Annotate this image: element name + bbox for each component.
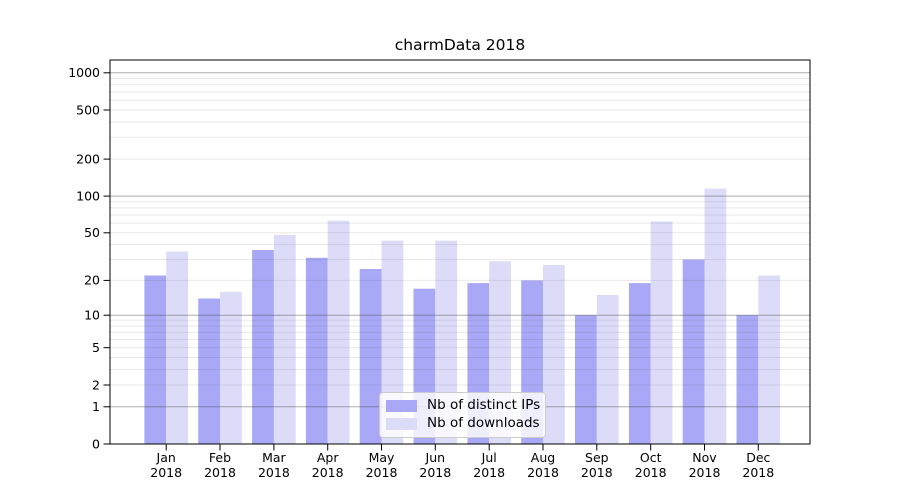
- x-tick-label-year: 2018: [581, 465, 613, 480]
- x-tick-label-year: 2018: [312, 465, 344, 480]
- y-tick-label: 50: [84, 225, 100, 240]
- legend-swatch-distinct-ips: [386, 399, 417, 413]
- y-tick-label: 5: [92, 340, 100, 355]
- legend-item-distinct-ips: Nb of distinct IPs: [386, 397, 541, 414]
- bar-downloads-jan: [166, 251, 188, 444]
- x-tick-label-month: Jun: [425, 450, 446, 465]
- bar-downloads-aug: [543, 265, 565, 444]
- y-axis: 0 1 2 5 10 20 50 100 200 500 1000: [68, 65, 110, 451]
- x-tick-label-month: Feb: [209, 450, 231, 465]
- x-tick-label-year: 2018: [150, 465, 182, 480]
- x-tick-label-year: 2018: [258, 465, 290, 480]
- x-tick-label-month: Sep: [585, 450, 609, 465]
- bar-downloads-dec: [758, 275, 781, 444]
- y-tick-label: 100: [76, 188, 100, 203]
- x-tick-label-year: 2018: [419, 465, 451, 480]
- x-tick-label-month: Jan: [156, 450, 176, 465]
- x-tick-label-year: 2018: [527, 465, 559, 480]
- bar-distinct-ips-dec: [736, 315, 759, 444]
- bar-distinct-ips-may: [359, 269, 382, 444]
- minor-gridlines: [110, 78, 810, 386]
- legend-label-downloads: Nb of downloads: [427, 415, 540, 432]
- y-tick-label: 2: [92, 377, 100, 392]
- bar-distinct-ips-sep: [575, 315, 597, 444]
- x-tick-label-year: 2018: [635, 465, 667, 480]
- x-tick-label-month: Aug: [531, 450, 555, 465]
- legend-label-distinct-ips: Nb of distinct IPs: [427, 397, 541, 414]
- x-tick-label-month: Jul: [481, 450, 497, 465]
- x-tick-label-month: May: [369, 450, 395, 465]
- y-tick-label: 200: [76, 151, 100, 166]
- x-axis: Jan2018Feb2018Mar2018Apr2018May2018Jun20…: [150, 444, 774, 480]
- x-tick-label-month: Mar: [262, 450, 286, 465]
- bar-downloads-apr: [327, 220, 350, 444]
- bar-downloads-feb: [220, 291, 242, 444]
- legend: Nb of distinct IPs Nb of downloads: [379, 392, 546, 438]
- x-tick-label-year: 2018: [204, 465, 236, 480]
- x-tick-label-year: 2018: [473, 465, 505, 480]
- legend-swatch-downloads: [386, 417, 417, 431]
- y-tick-label: 1: [92, 399, 100, 414]
- x-tick-label-year: 2018: [742, 465, 774, 480]
- plot-border: [109, 59, 811, 445]
- y-tick-label: 10: [84, 308, 100, 323]
- y-tick-label: 500: [76, 102, 100, 117]
- x-tick-label-month: Oct: [640, 450, 662, 465]
- chart-title: charmData 2018: [394, 36, 526, 54]
- bar-distinct-ips-mar: [252, 250, 274, 444]
- y-tick-label: 1000: [68, 65, 100, 80]
- bar-distinct-ips-feb: [198, 298, 220, 444]
- bar-distinct-ips-apr: [305, 257, 328, 444]
- x-tick-label-month: Dec: [746, 450, 770, 465]
- bar-downloads-mar: [273, 234, 296, 444]
- bar-downloads-oct: [650, 221, 673, 444]
- bar-distinct-ips-oct: [628, 283, 651, 444]
- bar-distinct-ips-nov: [682, 259, 705, 444]
- x-tick-label-month: Nov: [692, 450, 717, 465]
- bar-downloads-nov: [704, 188, 727, 444]
- x-tick-label-year: 2018: [366, 465, 398, 480]
- x-tick-label-month: Apr: [317, 450, 339, 465]
- y-tick-label: 20: [84, 273, 100, 288]
- bar-downloads-sep: [596, 295, 619, 444]
- y-tick-label: 0: [92, 436, 100, 451]
- x-tick-label-year: 2018: [689, 465, 721, 480]
- bar-distinct-ips-jan: [144, 275, 167, 444]
- legend-item-downloads: Nb of downloads: [386, 415, 540, 432]
